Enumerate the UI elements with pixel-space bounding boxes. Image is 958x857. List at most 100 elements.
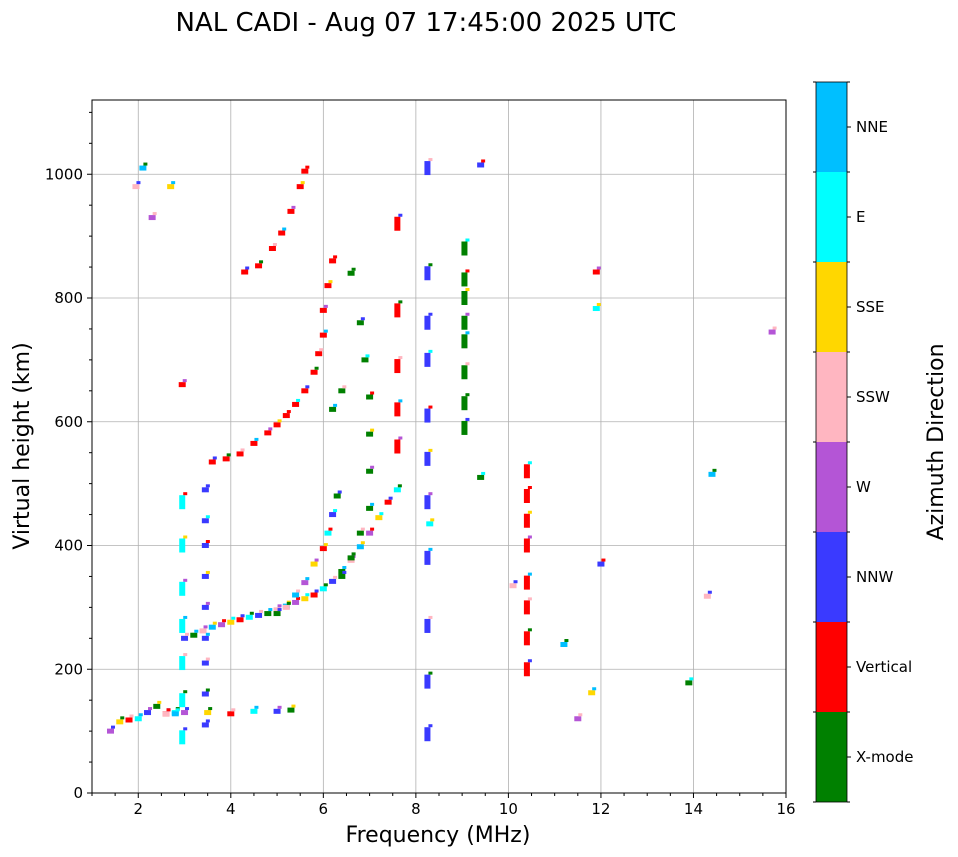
data-point — [310, 592, 318, 598]
data-point — [277, 419, 282, 423]
data-point — [144, 710, 152, 716]
data-point — [712, 468, 717, 472]
data-point — [342, 565, 347, 569]
data-point — [361, 357, 369, 363]
data-point — [328, 280, 333, 284]
data-point — [329, 258, 337, 264]
data-point — [315, 351, 323, 357]
data-point — [254, 705, 259, 709]
data-point — [185, 707, 190, 711]
data-point — [205, 601, 210, 605]
y-tick-label: 600 — [54, 413, 83, 431]
data-point — [342, 570, 347, 574]
data-point — [365, 354, 370, 358]
data-point — [424, 408, 431, 423]
data-point — [292, 592, 300, 598]
data-point — [171, 181, 176, 185]
data-point — [574, 716, 582, 722]
data-point — [481, 471, 486, 475]
colorbar: X-mode Vertical NNW W SSW SSE E NNE — [813, 81, 913, 803]
data-point — [310, 561, 318, 567]
data-point — [360, 541, 365, 545]
data-point — [241, 269, 249, 275]
data-point — [360, 527, 365, 531]
data-point — [162, 711, 170, 717]
data-point — [277, 705, 282, 709]
colorbar-label: NNW — [856, 568, 893, 586]
data-point — [203, 625, 208, 629]
data-point — [596, 266, 601, 270]
data-point — [175, 708, 180, 712]
data-point — [143, 162, 148, 166]
data-point — [190, 632, 198, 638]
data-point — [523, 489, 530, 503]
data-point — [592, 306, 600, 312]
data-point — [428, 615, 433, 619]
data-point — [461, 396, 468, 411]
data-point — [139, 165, 147, 171]
y-tick-label: 800 — [54, 289, 83, 307]
data-point — [292, 401, 300, 407]
data-point — [384, 499, 392, 505]
grid-lines — [92, 100, 786, 793]
data-point — [205, 688, 210, 692]
y-tick-label: 1000 — [45, 165, 83, 183]
data-point — [465, 269, 470, 273]
data-point — [183, 690, 188, 694]
data-point — [424, 451, 431, 466]
data-point — [134, 716, 142, 722]
data-point — [329, 406, 337, 412]
data-point — [296, 596, 301, 600]
data-point — [273, 422, 281, 428]
data-point — [268, 608, 273, 612]
data-point — [227, 711, 235, 717]
data-point — [148, 707, 153, 711]
data-point — [370, 527, 375, 531]
data-point — [254, 437, 259, 441]
data-point — [366, 468, 374, 474]
data-point — [314, 558, 319, 562]
colorbar-segment — [816, 172, 847, 262]
data-point — [205, 719, 210, 723]
data-point — [136, 181, 141, 185]
y-axis-ticks: 0 200 400 600 800 1000 — [45, 111, 92, 802]
data-point — [461, 365, 468, 380]
data-point — [227, 619, 235, 625]
data-point — [461, 241, 468, 256]
chart-title: NAL CADI - Aug 07 17:45:00 2025 UTC — [176, 8, 677, 38]
data-point — [301, 168, 309, 174]
x-tick-label: 6 — [319, 800, 329, 818]
colorbar-segment — [816, 82, 847, 172]
colorbar-label: W — [856, 478, 871, 496]
data-point — [205, 657, 210, 661]
data-point — [370, 391, 375, 395]
data-point — [428, 448, 433, 452]
data-point — [523, 575, 530, 590]
data-point — [296, 589, 301, 593]
data-point — [424, 495, 431, 510]
data-point — [305, 385, 310, 389]
data-point — [278, 230, 286, 236]
data-point — [527, 659, 532, 663]
data-point — [157, 700, 162, 704]
data-point — [183, 578, 188, 582]
data-point — [199, 628, 207, 634]
data-point — [138, 713, 143, 717]
data-point — [428, 671, 433, 675]
data-point — [268, 246, 276, 251]
data-point — [592, 687, 597, 691]
data-point — [107, 728, 115, 734]
data-point — [183, 727, 188, 731]
data-point — [194, 629, 199, 633]
data-point — [564, 639, 569, 642]
data-point — [264, 430, 272, 436]
data-point — [398, 213, 403, 217]
data-point — [592, 269, 600, 275]
data-point — [523, 538, 530, 553]
data-point — [153, 703, 161, 709]
data-point — [333, 509, 338, 513]
colorbar-label: SSE — [856, 298, 885, 316]
data-point — [183, 653, 188, 657]
